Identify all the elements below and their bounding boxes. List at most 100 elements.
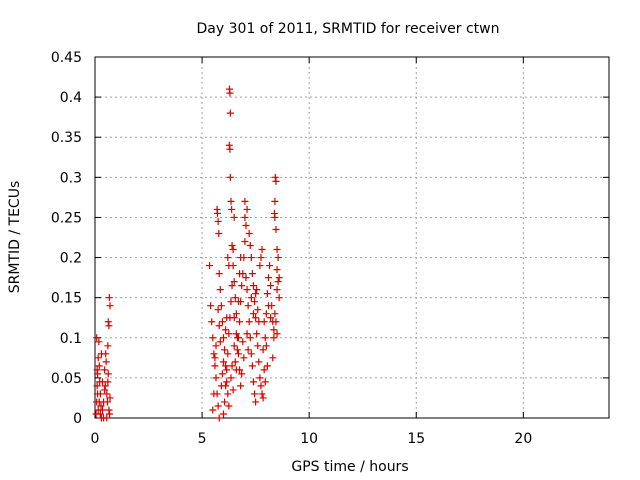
data-point [104,378,112,386]
data-point [95,362,103,370]
data-point [209,334,217,342]
data-point [210,390,218,398]
data-point [101,386,109,394]
data-point [227,197,235,205]
data-point [244,346,252,354]
data-point [257,382,265,390]
data-point [223,366,231,374]
data-point [263,362,271,370]
data-point [97,350,105,358]
data-point [104,318,112,326]
data-point [272,177,280,185]
data-point [253,330,261,338]
data-point [226,145,234,153]
data-point [258,246,266,254]
data-point [220,334,227,342]
data-point [259,394,267,402]
data-point [270,326,278,334]
data-point [230,213,238,221]
data-point [271,197,279,205]
data-point [106,394,114,402]
y-tick-label: 0.35 [51,130,82,146]
data-point [238,370,246,378]
data-point [93,382,101,390]
data-point [222,362,230,370]
data-point [259,346,267,354]
y-tick-label: 0.25 [51,210,82,226]
data-point [97,402,105,410]
data-point [230,314,238,322]
data-point [242,274,250,282]
data-point [223,314,231,322]
data-point [264,274,272,282]
data-point [251,390,259,398]
data-point [224,350,232,358]
data-point [231,358,239,366]
data-point [215,322,223,330]
data-point [243,330,251,338]
data-point [249,282,257,290]
data-point [212,374,220,382]
data-point [223,378,231,386]
data-point [216,286,224,294]
data-point [252,290,260,298]
data-point [267,314,275,322]
data-point [217,302,225,310]
data-point [237,254,245,262]
data-point [221,346,229,354]
data-point [270,334,278,342]
data-point [272,318,280,326]
data-point [232,330,240,338]
data-point [236,270,244,278]
y-tick-label: 0.15 [51,291,82,307]
chart-title: Day 301 of 2011, SRMTID for receiver ctw… [197,21,500,37]
data-point [264,302,272,310]
data-point [233,346,241,354]
data-point [253,286,261,294]
data-point [257,254,265,262]
data-point [206,262,214,270]
data-point [249,378,257,386]
data-point [222,326,230,334]
data-point [256,262,264,270]
data-point [103,390,111,398]
data-point [208,318,216,326]
y-tick-label: 0.1 [60,331,82,347]
data-point [274,254,282,262]
data-point [256,374,264,382]
data-point [241,238,249,246]
data-point [271,213,279,221]
data-point [226,89,234,97]
data-point [214,402,222,410]
data-point [254,306,262,314]
data-point [258,390,266,398]
data-point [273,266,281,274]
data-point [103,398,111,406]
data-point [247,254,255,262]
data-point [240,354,248,362]
data-point [94,354,102,362]
data-point [236,318,244,326]
plot-frame [94,56,610,419]
data-point [215,414,223,422]
x-tick-label: 5 [198,431,207,447]
data-point [106,410,114,418]
data-point [226,173,234,181]
data-point [273,246,281,254]
data-point [248,362,256,370]
data-point [214,217,222,225]
data-point [245,318,253,326]
data-point [252,398,260,406]
data-point [228,242,236,250]
data-point [260,318,268,326]
data-point [237,382,245,390]
data-point [238,282,246,290]
y-axis-label: SRMTID / TECUs [7,181,23,294]
data-point [228,362,236,370]
data-point [105,406,113,414]
data-point [215,270,223,278]
data-point [214,306,222,314]
data-point [228,282,236,290]
y-tick-label: 0.2 [60,251,82,267]
x-axis-label: GPS time / hours [291,459,408,475]
